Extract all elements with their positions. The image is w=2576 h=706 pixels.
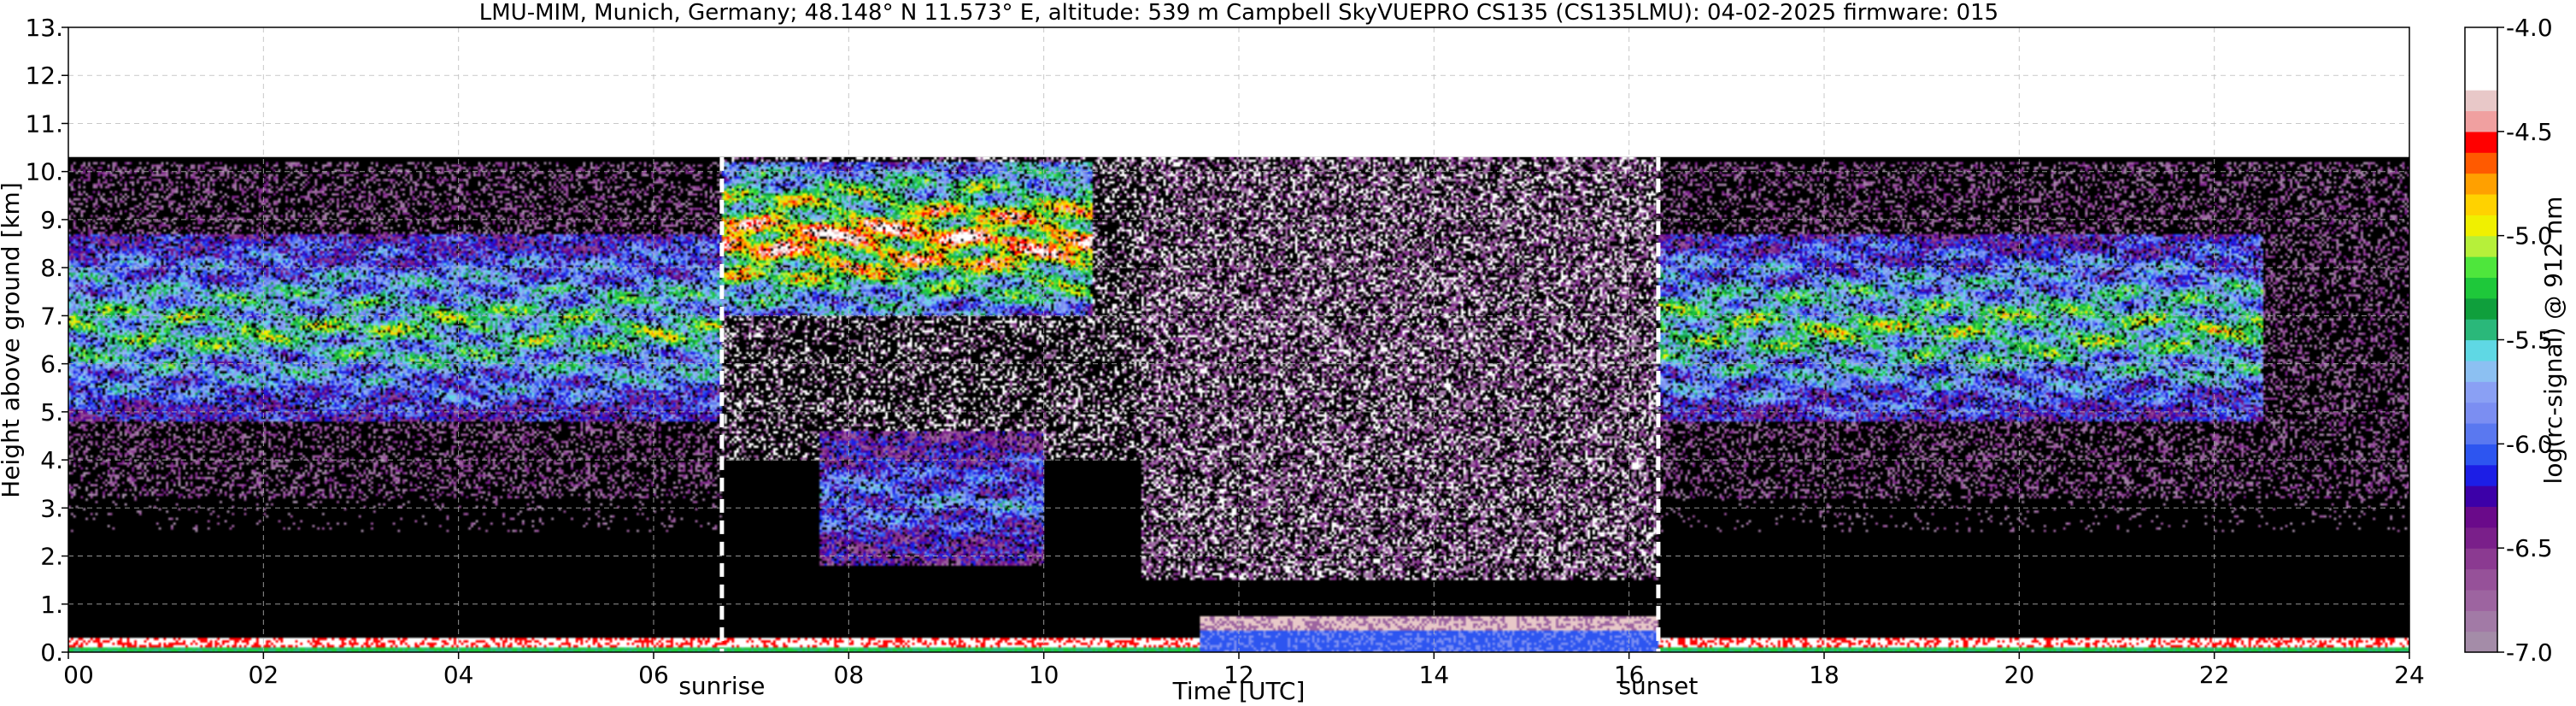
colorbar-segment <box>2465 589 2497 611</box>
y-tick-label: 8. <box>40 254 63 282</box>
colorbar-segment <box>2465 215 2497 237</box>
colorbar-tick-label: -6.5 <box>2506 534 2553 562</box>
x-tick-label: 18 <box>1809 661 1840 689</box>
y-tick-label: 6. <box>40 350 63 379</box>
y-tick-label: 12. <box>25 62 63 90</box>
x-axis-label: Time [UTC] <box>1172 677 1306 705</box>
y-tick-label: 0. <box>40 638 63 667</box>
y-tick-label: 4. <box>40 446 63 474</box>
colorbar-tick-label: -4.5 <box>2506 118 2553 146</box>
colorbar-label: log(rc-signal) @ 912 nm <box>2539 197 2567 485</box>
colorbar-segment <box>2465 610 2497 632</box>
y-axis: 0. 1. 2. 3. 4. 5. 6. 7. 8. 9. 10. 11. 12. 13. <box>25 14 68 667</box>
colorbar-segment <box>2465 402 2497 424</box>
x-axis: 00 02 04 06 08 10 12 14 16 18 20 22 24 <box>63 652 2425 689</box>
x-tick-label: 22 <box>2199 661 2230 689</box>
colorbar-segment <box>2465 381 2497 403</box>
colorbar-segment <box>2465 256 2497 278</box>
colorbar-segment <box>2465 422 2497 444</box>
x-tick-label: 08 <box>834 661 865 689</box>
colorbar-segment <box>2465 235 2497 257</box>
x-tick-label: 06 <box>638 661 669 689</box>
colorbar: -7.0 -6.5 -6.0 -5.5 -5.0 -4.5 -4.0 <box>2464 14 2553 667</box>
colorbar-segment <box>2465 48 2497 70</box>
chart-title: LMU-MIM, Munich, Germany; 48.148° N 11.5… <box>479 0 1998 26</box>
colorbar-segment <box>2465 110 2497 132</box>
colorbar-segment <box>2465 173 2497 195</box>
event-layer: sunrise sunset <box>678 156 1698 700</box>
colorbar-segment <box>2465 68 2497 91</box>
colorbar-segment <box>2465 90 2497 112</box>
y-tick-label: 13. <box>25 14 63 42</box>
y-tick-label: 2. <box>40 543 63 571</box>
colorbar-segment <box>2465 485 2497 508</box>
colorbar-segment <box>2465 548 2497 570</box>
colorbar-segment <box>2465 297 2497 320</box>
colorbar-segment <box>2465 527 2497 549</box>
colorbar-segment <box>2465 339 2497 362</box>
colorbar-segment <box>2465 506 2497 528</box>
y-tick-label: 11. <box>25 109 63 138</box>
colorbar-segment <box>2465 568 2497 591</box>
colorbar-segment <box>2465 152 2497 174</box>
x-tick-label: 14 <box>1419 661 1450 689</box>
colorbar-tick-label: -4.0 <box>2506 14 2553 42</box>
x-tick-label: 12 <box>1223 661 1254 689</box>
colorbar-segment <box>2465 360 2497 382</box>
colorbar-segment <box>2465 131 2497 153</box>
sunrise-label: sunrise <box>678 672 765 700</box>
colorbar-segment <box>2465 277 2497 299</box>
colorbar-segment <box>2465 444 2497 466</box>
x-tick-label: 10 <box>1029 661 1059 689</box>
colorbar-tick-label: -5.0 <box>2506 222 2553 250</box>
y-tick-label: 1. <box>40 591 63 619</box>
y-tick-label: 10. <box>25 158 63 186</box>
x-tick-label: 20 <box>2004 661 2035 689</box>
colorbar-segment <box>2465 193 2497 215</box>
colorbar-segment <box>2465 464 2497 486</box>
x-tick-label: 02 <box>249 661 279 689</box>
x-tick-label: 04 <box>443 661 474 689</box>
colorbar-segment <box>2465 631 2497 653</box>
colorbar-segment <box>2465 27 2497 49</box>
colorbar-tick-label: -7.0 <box>2506 638 2553 667</box>
x-tick-label: 16 <box>1614 661 1645 689</box>
x-tick-label: 00 <box>63 661 94 689</box>
sunset-label: sunset <box>1618 672 1698 700</box>
y-tick-label: 9. <box>40 206 63 234</box>
y-axis-label: Height above ground [km] <box>0 182 25 498</box>
colorbar-tick-label: -5.5 <box>2506 327 2553 355</box>
y-tick-label: 3. <box>40 494 63 522</box>
y-tick-label: 5. <box>40 398 63 427</box>
colorbar-segment <box>2465 319 2497 341</box>
colorbar-tick-label: -6.0 <box>2506 430 2553 458</box>
x-tick-label: 24 <box>2394 661 2425 689</box>
y-tick-label: 7. <box>40 302 63 330</box>
